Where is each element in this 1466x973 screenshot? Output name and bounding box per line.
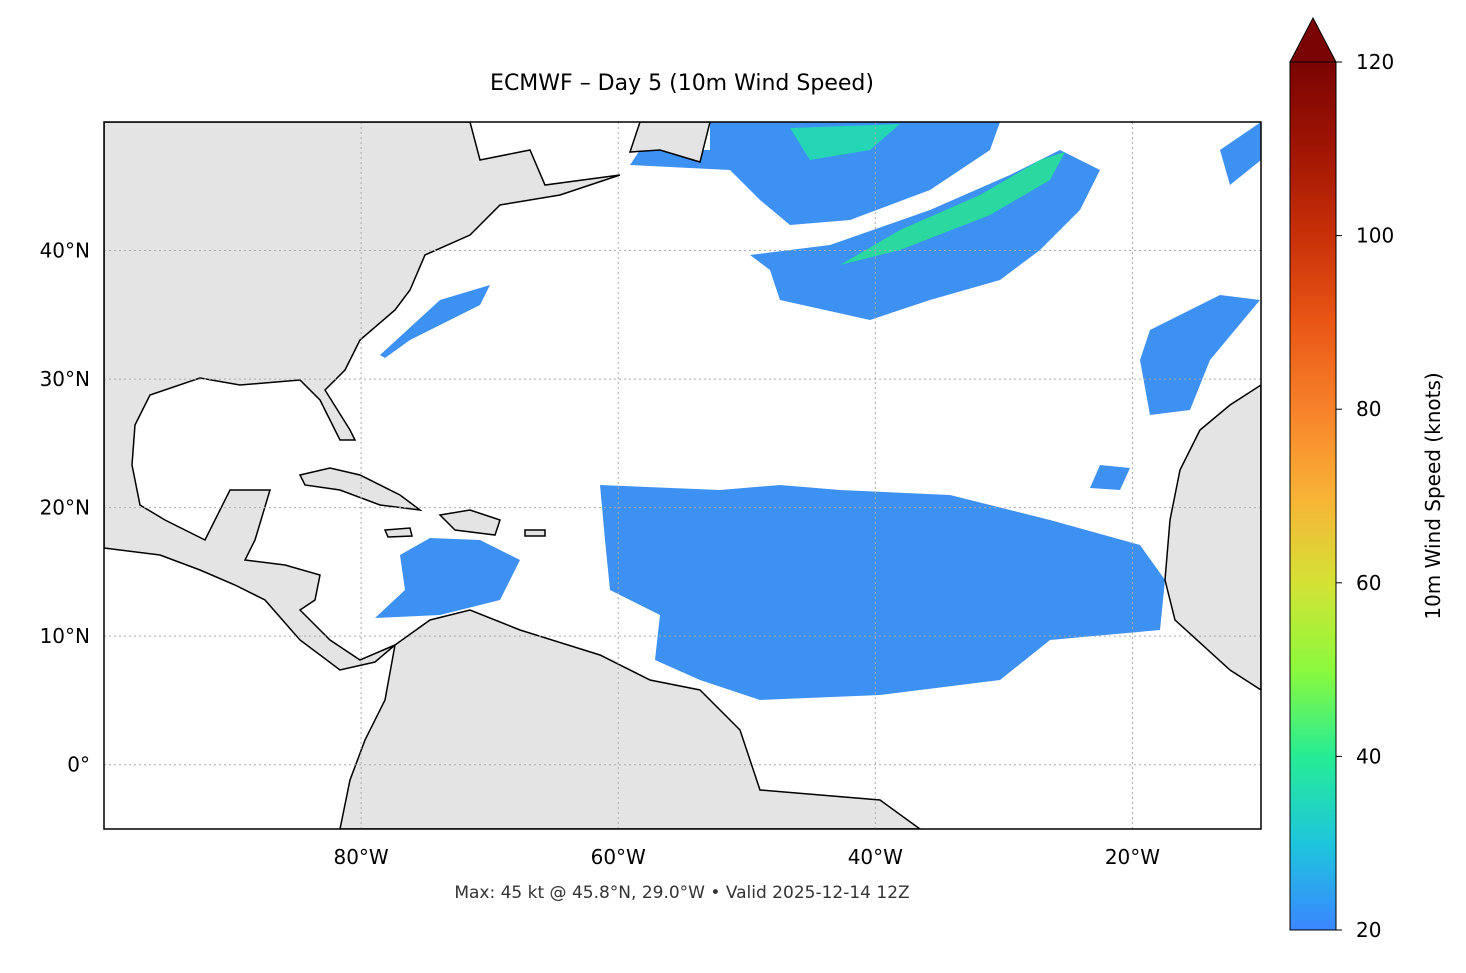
south-america — [339, 609, 922, 829]
title: ECMWF – Day 5 (10m Wind Speed) — [490, 71, 874, 96]
wind-patch — [600, 485, 1165, 700]
map-area — [104, 122, 1261, 829]
colorbar: 20 40 60 80 100 120 — [1289, 16, 1394, 942]
wind-patch — [380, 285, 490, 358]
y-tick-label: 20°N — [40, 496, 90, 520]
colorbar-tick-label: 40 — [1356, 744, 1381, 768]
land — [104, 122, 1261, 829]
x-tick-label: 80°W — [333, 845, 388, 869]
colorbar-tick-label: 80 — [1356, 397, 1381, 421]
y-tick-label: 0° — [67, 753, 90, 777]
wind-field — [375, 122, 1261, 700]
colorbar-tick-label: 20 — [1356, 918, 1381, 942]
newfoundland — [628, 122, 711, 163]
colorbar-extension — [1289, 16, 1337, 63]
colorbar-tick-label: 60 — [1356, 571, 1381, 595]
puerto-rico — [524, 529, 546, 537]
cuba — [298, 467, 423, 512]
wind-patch — [1140, 295, 1260, 415]
y-tick-label: 30°N — [40, 367, 90, 391]
map-frame — [103, 121, 1262, 830]
colorbar-tick-label: 100 — [1356, 224, 1394, 248]
y-tick-label: 40°N — [40, 239, 90, 263]
colorbar-gradient — [1289, 61, 1337, 931]
x-tick-label: 40°W — [848, 845, 903, 869]
hispaniola — [438, 509, 501, 536]
x-tick-label: 20°W — [1105, 845, 1160, 869]
y-tick-label: 10°N — [40, 624, 90, 648]
colorbar-label: 10m Wind Speed (knots) — [1421, 372, 1445, 619]
wind-core — [840, 152, 1065, 265]
north-america — [104, 122, 621, 671]
jamaica — [383, 527, 413, 538]
colorbar-tick-label: 120 — [1356, 50, 1394, 74]
wind-core — [790, 124, 900, 160]
wind-patch — [1220, 122, 1261, 185]
africa — [1164, 384, 1261, 691]
wind-patch — [1090, 465, 1130, 490]
wind-patch — [375, 538, 520, 618]
x-tick-label: 60°W — [591, 845, 646, 869]
footer-note: Max: 45 kt @ 45.8°N, 29.0°W • Valid 2025… — [454, 883, 909, 903]
wind-patch — [630, 122, 1000, 225]
